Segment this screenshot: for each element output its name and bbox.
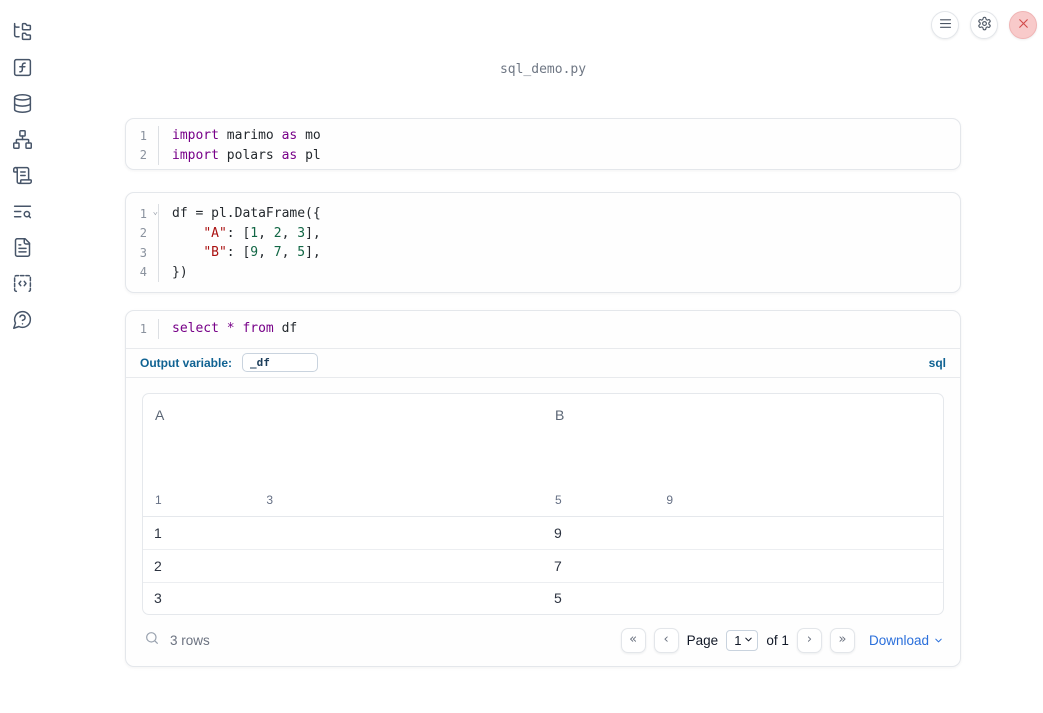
column-header-b[interactable]: B 5 9 bbox=[543, 394, 943, 516]
chevron-down-icon bbox=[933, 633, 944, 649]
page-label: Page bbox=[686, 633, 719, 649]
output-variable-row: Output variable: sql bbox=[126, 349, 960, 378]
code-line[interactable]: 1 import marimo as mo bbox=[126, 126, 960, 146]
table-cell: 5 bbox=[554, 590, 562, 607]
gear-icon bbox=[977, 16, 992, 34]
table-header: A 1 3 B 5 9 bbox=[143, 394, 943, 517]
code-text: "A": [1, 2, 3], bbox=[203, 225, 321, 241]
code-line[interactable]: 2 "A": [1, 2, 3], bbox=[126, 223, 960, 243]
folder-tree-icon bbox=[12, 21, 33, 45]
file-text-icon bbox=[12, 237, 33, 261]
sql-cell: 1 select * from df Output variable: sql A… bbox=[125, 310, 961, 667]
line-number: 4 bbox=[126, 262, 159, 282]
hist-tick-min: 5 bbox=[555, 492, 562, 507]
line-number: 1 ⌄ bbox=[126, 204, 159, 224]
column-label: B bbox=[555, 406, 565, 423]
chevron-down-icon bbox=[743, 633, 754, 648]
sidebar-item-documentation[interactable] bbox=[10, 237, 34, 261]
sidebar-item-logs[interactable] bbox=[10, 165, 34, 189]
code-text: }) bbox=[172, 264, 188, 280]
row-count: 3 rows bbox=[170, 633, 210, 649]
notebook-actions bbox=[931, 11, 1037, 39]
sidebar-item-data-sources[interactable] bbox=[10, 93, 34, 117]
line-number: 3 bbox=[126, 243, 159, 263]
code-line[interactable]: 1 ⌄ df = pl.DataFrame({ bbox=[126, 204, 960, 224]
close-x-icon bbox=[1016, 16, 1031, 34]
code-text: import marimo as mo bbox=[172, 128, 321, 144]
sql-editor[interactable]: 1 select * from df bbox=[126, 311, 960, 349]
line-number: 1 bbox=[126, 319, 159, 339]
list-search-icon bbox=[12, 201, 33, 225]
pagination: « ‹ Page 1 of 1 › » Download bbox=[620, 628, 944, 654]
sidebar-item-dependency-graph[interactable] bbox=[10, 129, 34, 153]
column-header-a[interactable]: A 1 3 bbox=[143, 394, 543, 516]
hist-tick-max: 9 bbox=[666, 492, 673, 507]
code-cell-imports[interactable]: 1 import marimo as mo 2 import polars as pl bbox=[125, 118, 961, 170]
download-button[interactable]: Download bbox=[869, 633, 944, 649]
sidebar-item-variables[interactable] bbox=[10, 57, 34, 81]
language-tag: sql bbox=[928, 355, 946, 370]
code-line[interactable]: 2 import polars as pl bbox=[126, 145, 960, 165]
notebook-menu-button[interactable] bbox=[931, 11, 959, 39]
prev-page-button[interactable]: ‹ bbox=[653, 628, 679, 654]
database-icon bbox=[12, 93, 33, 117]
fold-chevron-icon[interactable]: ⌄ bbox=[152, 207, 158, 217]
sidebar-item-file-explorer[interactable] bbox=[10, 21, 34, 45]
settings-button[interactable] bbox=[970, 11, 998, 39]
code-text: select * from df bbox=[172, 321, 298, 337]
page-total-label: of 1 bbox=[766, 633, 789, 649]
code-text: df = pl.DataFrame({ bbox=[172, 206, 321, 222]
search-icon[interactable] bbox=[144, 630, 160, 651]
line-number: 2 bbox=[126, 223, 159, 243]
code-line[interactable]: 3 "B": [9, 7, 5], bbox=[126, 243, 960, 263]
help-bubble-icon bbox=[12, 309, 33, 333]
code-text: import polars as pl bbox=[172, 147, 321, 163]
output-variable-input[interactable] bbox=[242, 353, 319, 372]
network-icon bbox=[12, 129, 33, 153]
column-label: A bbox=[155, 406, 165, 423]
function-square-icon bbox=[12, 57, 33, 81]
code-cell-dataframe[interactable]: 1 ⌄ df = pl.DataFrame({2 "A": [1, 2, 3], 3 … bbox=[125, 192, 961, 293]
table-cell: 3 bbox=[154, 590, 162, 607]
next-page-button[interactable]: › bbox=[796, 628, 822, 654]
hamburger-menu-icon bbox=[938, 16, 953, 34]
last-page-button[interactable]: » bbox=[829, 628, 855, 654]
table-footer: 3 rows « ‹ Page 1 of 1 › » Download bbox=[126, 615, 960, 654]
line-number: 2 bbox=[126, 145, 159, 165]
sidebar-item-snippets[interactable] bbox=[10, 273, 34, 297]
hist-tick-max: 3 bbox=[266, 492, 273, 507]
table-cell: 7 bbox=[554, 557, 562, 574]
notebook-filename[interactable]: sql_demo.py bbox=[499, 62, 587, 77]
first-page-button[interactable]: « bbox=[620, 628, 646, 654]
column-histogram bbox=[555, 437, 673, 489]
shutdown-button[interactable] bbox=[1009, 11, 1037, 39]
column-histogram bbox=[155, 437, 273, 489]
scroll-text-icon bbox=[12, 165, 33, 189]
page-select[interactable]: 1 bbox=[726, 630, 759, 652]
hist-tick-min: 1 bbox=[155, 492, 162, 507]
code-square-icon bbox=[12, 273, 33, 297]
sidebar-item-toc-search[interactable] bbox=[10, 201, 34, 225]
line-number: 1 bbox=[126, 126, 159, 146]
code-text: "B": [9, 7, 5], bbox=[203, 245, 321, 261]
code-line[interactable]: 4}) bbox=[126, 262, 960, 282]
left-panel-sidebar bbox=[0, 0, 44, 713]
code-line[interactable]: 1 select * from df bbox=[126, 319, 960, 339]
output-variable-label: Output variable: bbox=[140, 355, 233, 370]
table-cell: 2 bbox=[154, 557, 162, 574]
table-cell: 1 bbox=[154, 524, 162, 541]
table-cell: 9 bbox=[554, 524, 562, 541]
sidebar-item-help[interactable] bbox=[10, 309, 34, 333]
